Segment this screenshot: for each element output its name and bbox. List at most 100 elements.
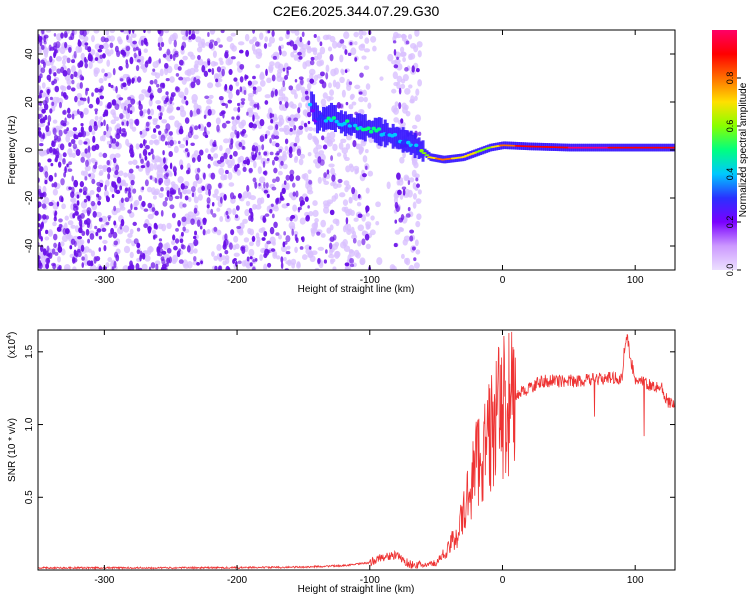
noise-speckle xyxy=(139,55,145,62)
noise-speckle xyxy=(207,163,211,169)
noise-speckle xyxy=(147,202,153,209)
noise-speckle xyxy=(38,95,42,99)
noise-speckle xyxy=(270,118,274,124)
noise-speckle xyxy=(224,51,229,59)
noise-speckle xyxy=(171,258,177,265)
noise-speckle xyxy=(332,143,338,152)
signal-core xyxy=(307,102,313,107)
noise-speckle xyxy=(416,41,423,48)
noise-speckle xyxy=(109,30,116,34)
noise-speckle xyxy=(63,171,67,178)
noise-speckle xyxy=(415,177,419,182)
noise-speckle xyxy=(91,130,96,136)
noise-speckle xyxy=(223,138,230,144)
noise-speckle xyxy=(365,243,371,250)
noise-speckle xyxy=(164,128,169,134)
noise-speckle xyxy=(168,131,173,136)
noise-speckle xyxy=(252,203,257,210)
noise-speckle xyxy=(55,155,59,163)
noise-speckle xyxy=(132,47,137,52)
noise-speckle xyxy=(63,264,71,270)
noise-speckle xyxy=(83,170,89,178)
noise-speckle xyxy=(299,153,306,159)
noise-speckle xyxy=(113,205,117,212)
noise-speckle xyxy=(403,174,410,182)
noise-speckle xyxy=(173,145,179,154)
noise-speckle xyxy=(115,85,118,94)
noise-speckle xyxy=(291,147,296,153)
noise-speckle xyxy=(397,189,402,196)
noise-speckle xyxy=(179,191,183,200)
noise-speckle xyxy=(147,30,151,34)
noise-speckle xyxy=(269,208,273,214)
noise-speckle xyxy=(264,242,269,250)
noise-speckle xyxy=(216,207,221,212)
noise-speckle xyxy=(253,160,257,169)
noise-speckle xyxy=(96,186,102,193)
noise-speckle xyxy=(387,53,394,62)
noise-speckle xyxy=(40,45,45,50)
noise-speckle xyxy=(215,78,219,83)
colorbar-tick-label: 0.6 xyxy=(725,120,735,133)
noise-speckle xyxy=(142,148,148,157)
noise-speckle xyxy=(46,257,50,265)
noise-speckle xyxy=(193,248,198,254)
noise-speckle xyxy=(130,179,135,186)
noise-speckle xyxy=(414,114,422,123)
noise-speckle xyxy=(413,95,418,102)
noise-speckle xyxy=(95,231,99,237)
noise-speckle xyxy=(168,151,173,158)
noise-speckle xyxy=(172,234,176,241)
noise-speckle xyxy=(52,127,57,136)
noise-speckle xyxy=(413,161,419,169)
noise-speckle xyxy=(400,118,404,124)
noise-speckle xyxy=(207,153,212,160)
noise-speckle xyxy=(269,151,274,156)
noise-speckle xyxy=(113,260,117,269)
noise-speckle xyxy=(203,114,207,119)
noise-speckle xyxy=(51,248,56,255)
noise-speckle xyxy=(393,49,397,56)
noise-speckle xyxy=(174,195,180,200)
signal-core xyxy=(366,126,371,130)
noise-speckle xyxy=(293,54,299,61)
noise-speckle xyxy=(361,238,366,246)
noise-speckle xyxy=(242,218,248,224)
noise-speckle xyxy=(164,263,170,268)
noise-speckle xyxy=(197,55,201,61)
noise-speckle xyxy=(102,165,107,173)
noise-speckle xyxy=(89,233,95,240)
noise-speckle xyxy=(187,51,194,57)
noise-speckle xyxy=(77,215,81,220)
noise-speckle xyxy=(339,54,344,63)
snr-marks xyxy=(38,331,675,570)
noise-speckle xyxy=(160,134,166,142)
noise-speckle xyxy=(286,41,291,46)
noise-speckle xyxy=(91,92,94,97)
noise-speckle xyxy=(416,183,420,188)
noise-speckle xyxy=(320,219,327,228)
noise-speckle xyxy=(122,265,130,270)
noise-speckle xyxy=(317,176,322,184)
noise-speckle xyxy=(78,100,85,106)
noise-speckle xyxy=(178,128,184,135)
signal-core xyxy=(352,123,358,128)
noise-speckle xyxy=(391,88,397,94)
noise-speckle xyxy=(328,163,335,168)
noise-speckle xyxy=(186,189,192,195)
noise-speckle xyxy=(56,68,62,74)
noise-speckle xyxy=(322,200,329,206)
noise-speckle xyxy=(100,36,106,43)
noise-speckle xyxy=(408,264,415,270)
noise-speckle xyxy=(267,262,272,268)
noise-speckle xyxy=(283,96,289,103)
noise-speckle xyxy=(328,253,335,259)
noise-speckle xyxy=(188,30,192,35)
noise-speckle xyxy=(144,179,149,187)
noise-speckle xyxy=(276,150,280,155)
noise-speckle xyxy=(303,122,308,128)
noise-speckle xyxy=(306,185,313,193)
noise-speckle xyxy=(329,54,334,62)
noise-speckle xyxy=(90,49,96,56)
noise-speckle xyxy=(244,209,250,217)
